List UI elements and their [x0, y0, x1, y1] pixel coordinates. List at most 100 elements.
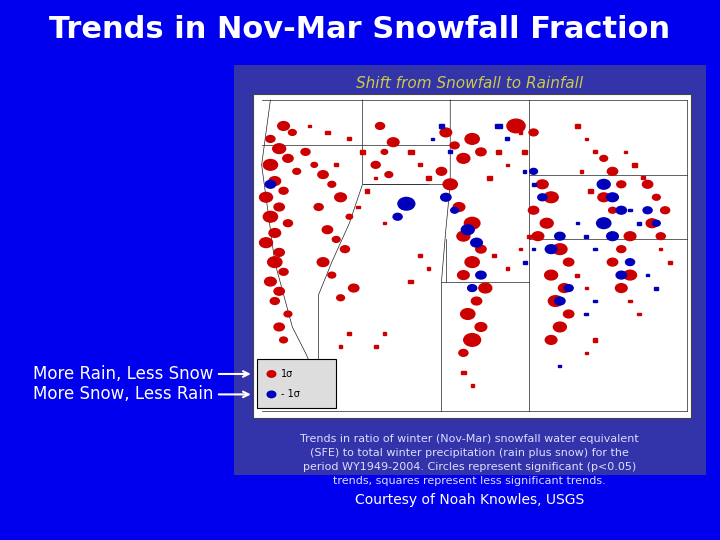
Circle shape [267, 391, 276, 397]
Circle shape [301, 148, 310, 156]
Circle shape [465, 133, 480, 144]
Circle shape [530, 168, 537, 174]
Circle shape [274, 323, 284, 331]
Circle shape [459, 349, 468, 356]
Circle shape [616, 284, 627, 293]
Circle shape [616, 271, 626, 279]
Circle shape [643, 207, 652, 214]
Circle shape [266, 136, 275, 143]
Bar [637, 313, 641, 315]
Bar [505, 267, 509, 270]
Bar [632, 163, 636, 167]
Bar [374, 177, 377, 179]
Bar [646, 274, 649, 276]
Bar [519, 248, 522, 251]
Circle shape [269, 228, 281, 237]
Bar [593, 151, 597, 153]
Bar [383, 222, 386, 225]
Bar [408, 280, 413, 284]
Circle shape [453, 202, 465, 211]
Bar [347, 332, 351, 335]
Circle shape [617, 246, 626, 253]
Circle shape [646, 219, 658, 227]
Circle shape [545, 245, 557, 253]
Circle shape [284, 311, 292, 317]
Circle shape [274, 248, 284, 256]
Bar [654, 287, 658, 289]
Circle shape [529, 129, 538, 136]
Circle shape [554, 297, 565, 305]
Circle shape [532, 232, 544, 240]
Bar [449, 151, 452, 153]
Circle shape [274, 287, 284, 295]
Circle shape [559, 284, 570, 293]
Circle shape [564, 285, 573, 292]
Text: 1σ: 1σ [281, 369, 293, 379]
Circle shape [337, 295, 344, 301]
Bar [408, 150, 413, 154]
Bar [505, 164, 509, 166]
Circle shape [471, 238, 482, 247]
Circle shape [507, 119, 525, 133]
Bar [496, 150, 501, 154]
Bar [339, 345, 342, 348]
Text: Shift from Snowfall to Rainfall: Shift from Snowfall to Rainfall [356, 76, 583, 91]
Bar [495, 124, 502, 129]
Circle shape [269, 177, 281, 185]
Circle shape [476, 245, 486, 253]
Circle shape [600, 156, 608, 161]
Circle shape [293, 168, 301, 174]
Bar [584, 313, 588, 315]
Bar [492, 254, 496, 257]
Circle shape [268, 257, 282, 267]
Bar [580, 170, 583, 172]
Circle shape [264, 211, 277, 222]
Bar [427, 267, 430, 270]
Circle shape [465, 257, 480, 267]
Circle shape [554, 322, 567, 332]
Bar [364, 189, 369, 193]
Bar [308, 125, 312, 127]
Circle shape [462, 225, 474, 234]
Bar [360, 150, 365, 154]
Circle shape [259, 238, 272, 247]
Bar [418, 164, 421, 166]
Circle shape [457, 231, 470, 241]
Circle shape [264, 159, 277, 170]
Text: More Rain, Less Snow: More Rain, Less Snow [33, 365, 214, 383]
Circle shape [564, 310, 574, 318]
Bar [374, 345, 378, 348]
Circle shape [553, 244, 567, 254]
Bar [471, 384, 474, 387]
Bar [234, 65, 706, 475]
Circle shape [451, 207, 459, 213]
Circle shape [341, 246, 349, 253]
Circle shape [371, 161, 380, 168]
Circle shape [597, 218, 611, 228]
Circle shape [443, 179, 457, 190]
Circle shape [284, 220, 292, 227]
Bar [593, 338, 598, 342]
Circle shape [626, 259, 634, 266]
Bar [325, 131, 330, 134]
Circle shape [273, 144, 286, 153]
Circle shape [346, 214, 353, 219]
Circle shape [333, 237, 340, 242]
Circle shape [479, 283, 492, 293]
Circle shape [617, 181, 626, 188]
Circle shape [540, 218, 553, 228]
Circle shape [476, 271, 486, 279]
Circle shape [267, 371, 276, 377]
Bar [519, 131, 522, 133]
Bar [629, 209, 631, 212]
Bar [426, 176, 431, 180]
Circle shape [457, 271, 469, 280]
Bar [585, 352, 588, 354]
Circle shape [348, 284, 359, 292]
Circle shape [528, 206, 539, 214]
Bar [576, 222, 579, 225]
Circle shape [450, 142, 459, 149]
Bar [532, 248, 535, 251]
Circle shape [259, 192, 272, 202]
Circle shape [335, 193, 346, 201]
